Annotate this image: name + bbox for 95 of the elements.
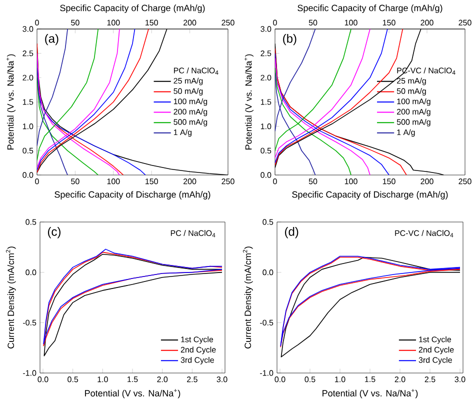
legend-label: 500 mA/g (396, 118, 430, 126)
legend-label: 1st Cycle (419, 336, 452, 344)
legend-label: 1 A/g (174, 129, 192, 137)
x-axis-title: Specific Capacity of Discharge (mAh/g) (292, 191, 448, 200)
legend-label: 200 mA/g (174, 108, 208, 116)
y-tick-label: 0.5 (26, 219, 36, 225)
legend-title: PC / NaClO$_{4}$ (174, 67, 218, 75)
x2-tick-label: 0 (273, 20, 277, 26)
x2-axis-title: Specific Capacity of Charge (mAh/g) (60, 4, 205, 13)
y-tick-label: 2.5 (260, 50, 272, 56)
y-tick-label: -0.5 (260, 320, 274, 326)
x-tick-label: 0.5 (68, 376, 78, 382)
legend-label: 1st Cycle (181, 336, 214, 344)
legend-label: 200 mA/g (397, 108, 430, 116)
legend-label: 1 A/g (397, 129, 415, 137)
y-tick-label: -0.5 (23, 320, 36, 326)
x-tick-label: 200 (420, 178, 434, 184)
x2-tick-label: 0 (35, 20, 39, 26)
x-tick-label: 1.0 (98, 376, 108, 382)
y-tick-label: 1.5 (260, 99, 272, 105)
y-tick-label: 0.5 (260, 148, 272, 154)
x2-tick-label: 150 (382, 20, 396, 26)
legend-label: 3rd Cycle (418, 356, 452, 364)
y-axis-title: Potential (V vs. Na/Na$^{+}$) (6, 54, 16, 150)
annotation: (c) (48, 227, 60, 238)
x2-tick-label: 200 (184, 20, 196, 26)
y-axis-title: Potential (V vs. Na/Na$^{+}$) (244, 54, 254, 150)
x-tick-label: 150 (382, 178, 396, 184)
x-tick-label: 150 (146, 178, 158, 184)
y-tick-label: 0.0 (26, 270, 36, 276)
legend-label: 50 mA/g (396, 88, 426, 96)
x-tick-label: 250 (222, 178, 234, 184)
y-tick-label: 0.0 (22, 172, 34, 178)
legend-label: 2nd Cycle (180, 346, 216, 354)
legend-label: 3rd Cycle (180, 356, 214, 364)
y-tick-label: 3.0 (22, 26, 34, 32)
x-tick-label: 1.5 (365, 376, 376, 382)
x-tick-label: 0.0 (38, 376, 48, 382)
y-tick-label: 2.0 (260, 74, 272, 80)
x-tick-label: 250 (458, 178, 472, 184)
x-tick-label: 0 (35, 178, 39, 184)
x-tick-label: 3.0 (216, 376, 228, 382)
x-tick-label: 2.0 (157, 376, 168, 382)
x-tick-label: 2.0 (394, 376, 406, 382)
legend-title: PC-VC / NaClO$_{4}$ (395, 230, 454, 238)
y-tick-label: 1.0 (260, 124, 272, 130)
x-tick-label: 2.5 (424, 376, 436, 382)
legend-label: 500 mA/g (174, 118, 208, 126)
x2-tick-label: 50 (71, 20, 80, 26)
y-tick-label: 2.5 (22, 50, 34, 56)
x-tick-label: 100 (107, 178, 120, 184)
legend-label: 2nd Cycle (418, 346, 454, 354)
annotation: (b) (283, 34, 296, 46)
x-axis-title: Potential (V vs. Na/Na$^{+}$) (85, 389, 180, 398)
legend-label: 100 mA/g (174, 98, 208, 106)
legend-label: 100 mA/g (397, 98, 430, 106)
y-axis-title: Current Density (mA/cm$^{2}$) (242, 246, 253, 348)
x2-tick-label: 250 (222, 20, 234, 26)
y-tick-label: 1.0 (22, 124, 34, 130)
x-tick-label: 2.5 (187, 376, 198, 382)
x-tick-label: 3.0 (454, 376, 466, 382)
x-axis-title: Specific Capacity of Discharge (mAh/g) (54, 191, 210, 200)
y-axis-title: Current Density (mA/cm$^{2}$) (6, 246, 16, 348)
x-tick-label: 0 (273, 178, 277, 184)
y-tick-label: 0.5 (262, 219, 274, 225)
x2-tick-label: 50 (308, 20, 318, 26)
x-tick-label: 50 (71, 178, 80, 184)
x2-axis-title: Specific Capacity of Charge (mAh/g) (298, 4, 442, 13)
x-tick-label: 100 (344, 178, 358, 184)
x2-tick-label: 100 (107, 20, 120, 26)
x-tick-label: 1.5 (128, 376, 138, 382)
y-tick-label: 0.0 (260, 172, 272, 178)
legend-label: 25 mA/g (174, 78, 203, 86)
annotation: (d) (284, 227, 298, 238)
x2-tick-label: 150 (146, 20, 158, 26)
annotation: (a) (45, 34, 58, 46)
x-tick-label: 1.0 (335, 376, 346, 382)
legend-title: PC / NaClO$_{4}$ (170, 230, 216, 238)
x-tick-label: 0.5 (304, 376, 316, 382)
y-tick-label: 0.5 (22, 148, 34, 154)
legend-label: 25 mA/g (397, 78, 426, 86)
y-tick-label: 1.5 (22, 99, 34, 105)
y-tick-label: -1.0 (260, 370, 274, 376)
y-tick-label: 0.0 (262, 270, 274, 276)
x2-tick-label: 200 (420, 20, 434, 26)
x-tick-label: 50 (308, 178, 318, 184)
y-tick-label: 2.0 (22, 74, 34, 80)
x-axis-title: Potential (V vs. Na/Na$^{+}$) (322, 389, 418, 398)
legend-label: 50 mA/g (174, 88, 203, 96)
x2-tick-label: 250 (458, 20, 472, 26)
x-tick-label: 0.0 (274, 376, 286, 382)
x2-tick-label: 100 (344, 20, 358, 26)
y-tick-label: -1.0 (23, 370, 36, 376)
y-tick-label: 3.0 (260, 26, 272, 32)
x-tick-label: 200 (184, 178, 196, 184)
